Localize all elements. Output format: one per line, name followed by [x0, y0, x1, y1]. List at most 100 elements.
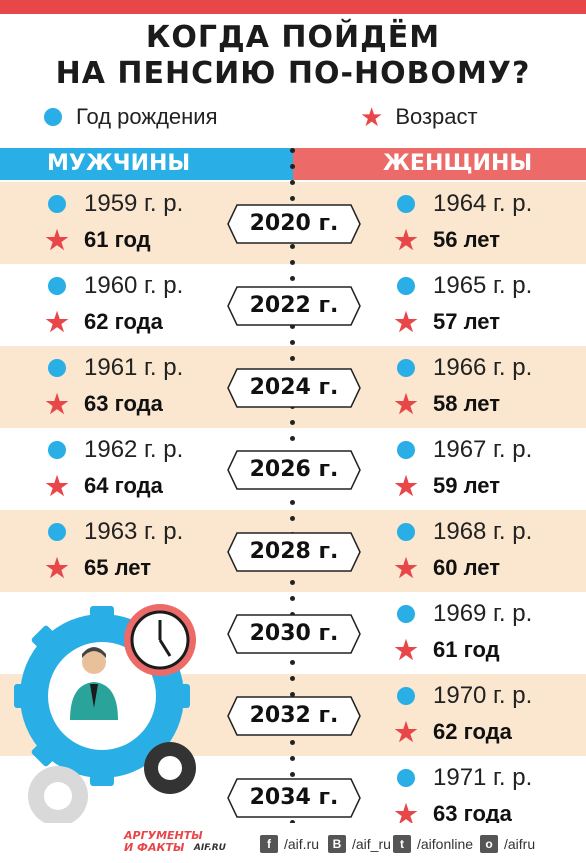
timeline-dot [290, 340, 295, 345]
age-row: ★ 56 лет [393, 226, 500, 254]
timeline-dot [290, 772, 295, 777]
red-star-icon: ★ [394, 717, 418, 747]
vk-icon: B [328, 835, 346, 853]
year-badge: 2024 г. [227, 368, 361, 408]
retirement-age: 62 года [84, 309, 163, 334]
retirement-age: 65 лет [84, 555, 151, 580]
gear-icon [144, 742, 196, 794]
entry: 1961 г. р. ★ 63 года [44, 346, 244, 428]
entry: 1971 г. р. ★ 63 года [393, 756, 586, 838]
social-vk[interactable]: B /aif_ru [328, 833, 391, 855]
red-star-icon: ★ [45, 225, 69, 255]
retirement-age: 62 года [433, 719, 512, 744]
retirement-age: 63 года [84, 391, 163, 416]
legend-age-label: Возраст [395, 104, 478, 129]
retirement-age: 57 лет [433, 309, 500, 334]
age-row: ★ 63 года [44, 390, 163, 418]
timeline-dot [290, 436, 295, 441]
gears-illustration [14, 604, 196, 825]
aif-logo: АРГУМЕНТЫ И ФАКТЫ AIF.RU [124, 830, 226, 860]
timeline-dot [290, 164, 295, 169]
entry: 1963 г. р. ★ 65 лет [44, 510, 244, 592]
retirement-age: 56 лет [433, 227, 500, 252]
timeline-dot [290, 740, 295, 745]
blue-dot-icon [48, 441, 66, 459]
retirement-age: 63 года [433, 801, 512, 826]
birth-year-row: 1963 г. р. [44, 518, 183, 546]
ok-icon: o [480, 835, 498, 853]
person-icon [70, 647, 118, 720]
entry: 1965 г. р. ★ 57 лет [393, 264, 586, 346]
top-accent-bar [0, 0, 586, 14]
title-line-1: КОГДА ПОЙДЁМ [145, 20, 441, 55]
red-star-icon: ★ [45, 553, 69, 583]
year-label: 2026 г. [249, 457, 339, 482]
retirement-age: 58 лет [433, 391, 500, 416]
timeline-dot [290, 324, 295, 329]
timeline-dot [290, 692, 295, 697]
age-row: ★ 61 год [393, 636, 500, 664]
year-label: 2030 г. [249, 621, 339, 646]
birth-year-row: 1959 г. р. [44, 190, 183, 218]
year-badge: 2022 г. [227, 286, 361, 326]
birth-year-row: 1967 г. р. [393, 436, 532, 464]
birth-year: 1971 г. р. [433, 764, 533, 791]
birth-year-row: 1969 г. р. [393, 600, 532, 628]
legend-birth-year-label: Год рождения [76, 104, 218, 129]
year-label: 2032 г. [249, 703, 339, 728]
facebook-icon: f [260, 835, 278, 853]
social-ok[interactable]: o /aifru [480, 833, 535, 855]
birth-year: 1960 г. р. [84, 272, 184, 299]
year-badge: 2034 г. [227, 778, 361, 818]
entry: 1964 г. р. ★ 56 лет [393, 182, 586, 264]
retirement-age: 61 год [433, 637, 500, 662]
red-star-icon: ★ [45, 307, 69, 337]
timeline-dot [290, 756, 295, 761]
birth-year-row: 1971 г. р. [393, 764, 532, 792]
age-row: ★ 62 года [393, 717, 512, 747]
vk-handle: /aif_ru [352, 836, 391, 852]
age-row: ★ 62 года [44, 307, 163, 337]
blue-dot-icon [397, 277, 415, 295]
facebook-handle: /aif.ru [284, 836, 320, 852]
birth-year-row: 1964 г. р. [393, 190, 532, 218]
social-twitter[interactable]: t /aifonline [393, 833, 473, 855]
blue-dot-icon [397, 769, 415, 787]
blue-dot-icon [48, 277, 66, 295]
age-row: ★ 64 года [44, 472, 162, 500]
logo-line-2: И ФАКТЫ [124, 841, 185, 854]
red-star-icon: ★ [394, 799, 418, 829]
birth-year: 1963 г. р. [84, 518, 184, 545]
birth-year: 1969 г. р. [433, 600, 533, 627]
birth-year: 1964 г. р. [433, 190, 533, 217]
clock-icon [124, 604, 196, 676]
birth-year-row: 1970 г. р. [393, 682, 532, 710]
timeline-dot [290, 356, 295, 361]
birth-year: 1965 г. р. [433, 272, 533, 299]
birth-year-row: 1966 г. р. [393, 354, 532, 382]
red-star-icon: ★ [394, 225, 418, 255]
birth-year-row: 1961 г. р. [44, 354, 183, 382]
entry: 1970 г. р. ★ 62 года [393, 674, 586, 756]
red-star-icon: ★ [394, 307, 418, 337]
birth-year-row: 1965 г. р. [393, 272, 532, 300]
social-facebook[interactable]: f /aif.ru [260, 833, 319, 855]
year-label: 2028 г. [249, 539, 339, 564]
blue-dot-icon [397, 605, 415, 623]
blue-dot-icon [44, 108, 62, 126]
legend-age: ★ Возраст [360, 102, 478, 132]
entry: 1967 г. р. ★ 59 лет [393, 428, 586, 510]
timeline-dot [290, 420, 295, 425]
blue-dot-icon [397, 687, 415, 705]
age-row: ★ 59 лет [393, 472, 500, 500]
year-badge: 2020 г. [227, 204, 361, 244]
birth-year: 1970 г. р. [433, 682, 533, 709]
year-label: 2022 г. [249, 293, 339, 318]
logo-line-1: АРГУМЕНТЫ [124, 829, 203, 842]
logo-site: AIF.RU [193, 843, 226, 853]
age-row: ★ 63 года [393, 799, 512, 829]
red-star-icon: ★ [394, 389, 418, 419]
twitter-icon: t [393, 835, 411, 853]
timeline-dot [290, 820, 295, 825]
retirement-age: 60 лет [433, 555, 500, 580]
